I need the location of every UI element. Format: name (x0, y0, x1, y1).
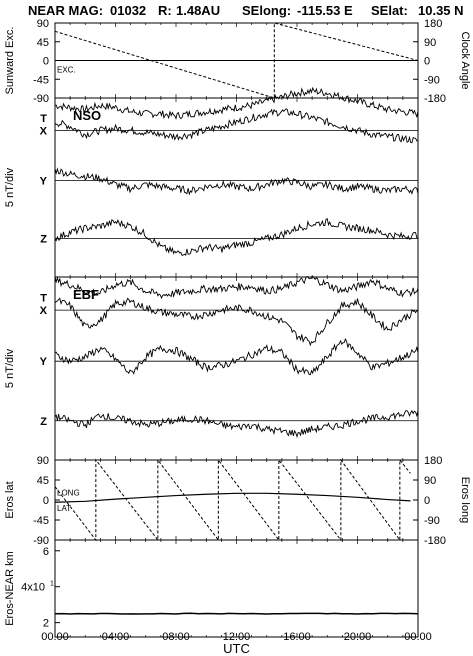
y-tick-label-right: 90 (424, 37, 436, 49)
y-axis-label-left: Eros lat (4, 481, 16, 518)
y-tick-label-right: 180 (424, 455, 442, 467)
y-tick-label-left: 0 (43, 495, 49, 507)
x-axis-label: UTC (223, 641, 250, 656)
series-y (54, 167, 419, 196)
y-tick-label-right: 0 (424, 495, 430, 507)
header-selat-label: SElat: (371, 3, 408, 18)
series-lat (54, 492, 411, 503)
series-x (54, 297, 419, 347)
x-tick-label: 00:00 (41, 631, 69, 643)
series-t (54, 275, 419, 300)
y-tick-label-right: 180 (424, 18, 442, 30)
y-tick-label: 6 (43, 546, 49, 558)
y-tick-label-right: 90 (424, 475, 436, 487)
y-axis-label: 5 nT/div (4, 348, 16, 388)
annotation-exc: EXC. (57, 66, 76, 75)
y-tick-label-right: -90 (424, 74, 440, 86)
y-axis-label: Eros-NEAR km (4, 551, 16, 626)
y-tick-label-right: -90 (424, 515, 440, 527)
panel-frame-2 (54, 276, 419, 461)
series-label-t: T (40, 113, 47, 125)
y-axis-label-right: Eros long (459, 477, 471, 523)
x-tick-label: 04:00 (102, 631, 130, 643)
series-t (54, 86, 419, 120)
header-doy: 01032 (110, 3, 146, 18)
y-axis-label-left: Sunward Exc. (4, 27, 16, 95)
y-tick-label-left: -45 (33, 74, 49, 86)
series-label-t: T (40, 292, 47, 304)
header: NEAR MAG: 01032 R: 1.48AU SElong: -115.5… (28, 3, 464, 18)
series-distance (54, 612, 419, 615)
panel-label-nso: NSO (73, 108, 101, 123)
y-tick-label-right: -180 (424, 535, 446, 547)
header-selong-value: -115.53 E (297, 3, 353, 18)
series-label-z: Z (40, 416, 47, 428)
header-r-label: R: (158, 3, 172, 18)
y-tick-label-left: -90 (33, 535, 49, 547)
y-axis-label-right: Clock Angle (459, 31, 471, 89)
header-selat-value: 10.35 N (418, 3, 464, 18)
panel-frame-1 (54, 97, 419, 278)
y-tick-exponent: 1 (50, 581, 54, 588)
series-label-z: Z (40, 234, 47, 246)
series-y (54, 338, 419, 376)
y-tick-label-left: -90 (33, 93, 49, 105)
y-tick-label-left: 45 (37, 37, 49, 49)
y-axis-label: 5 nT/div (4, 167, 16, 207)
y-tick-label-right: -180 (424, 93, 446, 105)
y-tick-label-right: 0 (424, 56, 430, 68)
series-label-x: X (40, 125, 48, 137)
panel-frame-4 (54, 539, 419, 638)
series-z (54, 409, 419, 439)
header-selong-label: SElong: (242, 3, 291, 18)
y-tick-label: 4x10 (21, 582, 45, 594)
x-tick-label: 16:00 (283, 631, 311, 643)
y-tick-label-left: 45 (37, 475, 49, 487)
header-r-value: 1.48AU (176, 3, 220, 18)
series-clock-angle (54, 22, 419, 99)
header-mission: NEAR MAG: (28, 3, 103, 18)
series-x (54, 108, 419, 144)
annotation-long: LONG (57, 489, 80, 498)
x-tick-label: 00:00 (404, 631, 432, 643)
y-tick-label-left: 90 (37, 18, 49, 30)
panel-label-ebf: EBF (73, 287, 99, 302)
series-label-y: Y (40, 356, 48, 368)
series-z (54, 217, 419, 256)
series-label-y: Y (40, 175, 48, 187)
series-label-x: X (40, 305, 48, 317)
x-tick-label: 08:00 (162, 631, 190, 643)
y-tick-label-left: 0 (43, 56, 49, 68)
x-tick-label: 12:00 (223, 631, 251, 643)
y-tick-label-left: -45 (33, 515, 49, 527)
x-tick-label: 20:00 (344, 631, 372, 643)
y-tick-label-left: 90 (37, 455, 49, 467)
annotation-lat: LAT (57, 504, 71, 513)
y-tick-label: 2 (43, 618, 49, 630)
panels: 90 45 0 -45 -90 180 90 0 -90 -180 Sunward Exc. Cloc… (4, 18, 471, 656)
